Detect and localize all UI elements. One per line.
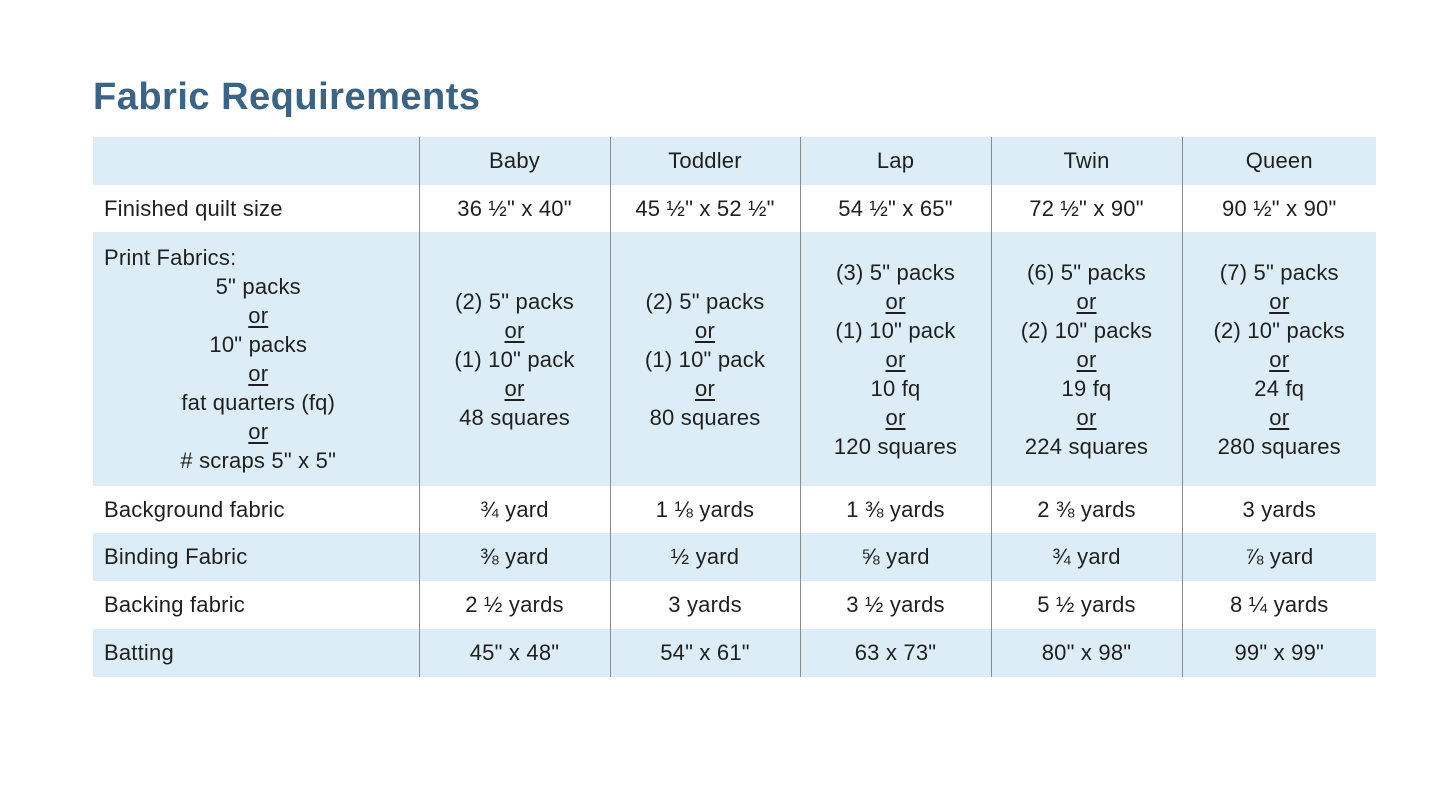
cell-backing-twin: 5 ½ yards (991, 581, 1183, 629)
header-cell-toddler: Toddler (610, 137, 801, 185)
row-backing-fabric: Backing fabric 2 ½ yards 3 yards 3 ½ yar… (93, 581, 1376, 629)
cell-background-baby: ¾ yard (419, 486, 611, 533)
cell-finished-size-toddler: 45 ½" x 52 ½" (610, 185, 801, 232)
cell-background-lap: 1 ⅜ yards (800, 486, 992, 533)
row-finished-quilt-size: Finished quilt size 36 ½" x 40" 45 ½" x … (93, 185, 1376, 232)
cell-finished-size-queen: 90 ½" x 90" (1182, 185, 1376, 232)
cell-batting-twin: 80" x 98" (991, 629, 1183, 677)
row-batting: Batting 45" x 48" 54" x 61" 63 x 73" 80"… (93, 629, 1376, 677)
header-cell-baby: Baby (419, 137, 611, 185)
row-binding-fabric: Binding Fabric ⅜ yard ½ yard ⅝ yard ¾ ya… (93, 533, 1376, 581)
row-label-batting: Batting (93, 629, 420, 677)
cell-backing-toddler: 3 yards (610, 581, 801, 629)
cell-print-fabrics-queen: (7) 5" packs or (2) 10" packs or 24 fq or 280 … (1182, 232, 1376, 486)
cell-background-twin: 2 ⅜ yards (991, 486, 1183, 533)
row-label-background-fabric: Background fabric (93, 486, 420, 533)
cell-backing-lap: 3 ½ yards (800, 581, 992, 629)
row-label-finished-quilt-size: Finished quilt size (93, 185, 420, 232)
header-cell-blank (93, 137, 420, 185)
cell-background-toddler: 1 ⅛ yards (610, 486, 801, 533)
cell-binding-toddler: ½ yard (610, 533, 801, 581)
header-cell-lap: Lap (800, 137, 992, 185)
cell-batting-lap: 63 x 73" (800, 629, 992, 677)
header-cell-twin: Twin (991, 137, 1183, 185)
cell-backing-queen: 8 ¼ yards (1182, 581, 1376, 629)
cell-binding-queen: ⅞ yard (1182, 533, 1376, 581)
row-background-fabric: Background fabric ¾ yard 1 ⅛ yards 1 ⅜ y… (93, 486, 1376, 533)
cell-finished-size-twin: 72 ½" x 90" (991, 185, 1183, 232)
cell-background-queen: 3 yards (1182, 486, 1376, 533)
cell-print-fabrics-lap: (3) 5" packs or (1) 10" pack or 10 fq or 120 s… (800, 232, 992, 486)
fabric-requirements-table: Baby Toddler Lap Twin Queen Finished qui… (93, 137, 1376, 677)
cell-batting-queen: 99" x 99" (1182, 629, 1376, 677)
cell-batting-baby: 45" x 48" (419, 629, 611, 677)
header-row: Baby Toddler Lap Twin Queen (93, 137, 1376, 185)
cell-binding-baby: ⅜ yard (419, 533, 611, 581)
header-cell-queen: Queen (1182, 137, 1376, 185)
cell-binding-twin: ¾ yard (991, 533, 1183, 581)
cell-print-fabrics-baby: (2) 5" packs or (1) 10" pack or 48 squares (419, 232, 611, 486)
cell-finished-size-baby: 36 ½" x 40" (419, 185, 611, 232)
row-print-fabrics: Print Fabrics: 5" packs or 10" packs or fat q… (93, 232, 1376, 486)
cell-print-fabrics-toddler: (2) 5" packs or (1) 10" pack or 80 squares (610, 232, 801, 486)
cell-backing-baby: 2 ½ yards (419, 581, 611, 629)
cell-finished-size-lap: 54 ½" x 65" (800, 185, 992, 232)
cell-binding-lap: ⅝ yard (800, 533, 992, 581)
row-label-print-fabrics: Print Fabrics: 5" packs or 10" packs or fat q… (93, 232, 420, 486)
row-label-backing-fabric: Backing fabric (93, 581, 420, 629)
row-label-binding-fabric: Binding Fabric (93, 533, 420, 581)
cell-batting-toddler: 54" x 61" (610, 629, 801, 677)
page-title: Fabric Requirements (93, 76, 481, 118)
cell-print-fabrics-twin: (6) 5" packs or (2) 10" packs or 19 fq or 224 … (991, 232, 1183, 486)
